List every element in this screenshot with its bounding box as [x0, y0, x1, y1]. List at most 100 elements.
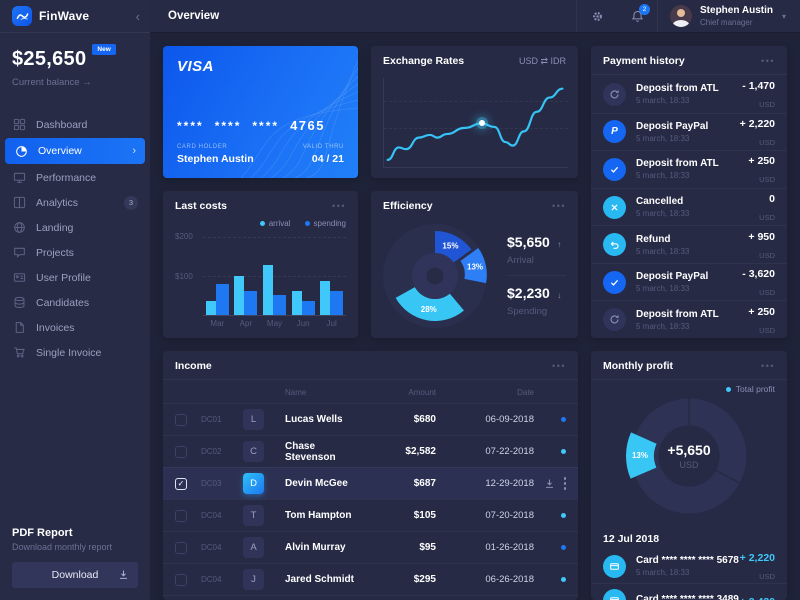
row-checkbox[interactable] — [175, 573, 187, 586]
payment-row[interactable]: Deposit from ATL 5 march, 18:33 + 250 USD — [591, 150, 787, 188]
check-icon — [603, 270, 626, 294]
bar-group-may: May — [262, 237, 286, 328]
highlight-point[interactable] — [478, 120, 485, 127]
table-row[interactable]: DC04 A Alvin Murray $95 01-26-2018 — [163, 531, 578, 563]
notifications-button[interactable]: 2 — [617, 0, 657, 32]
avatar: T — [243, 505, 264, 526]
panel-title: Payment history — [603, 55, 685, 67]
legend-dot-spending — [304, 221, 310, 226]
topbar: Overview 2 Stephen Austin Chief manager … — [150, 0, 800, 33]
bar-group-jun: Jun — [291, 237, 315, 328]
sidebar-item-projects[interactable]: Projects — [0, 240, 150, 265]
more-menu-button[interactable]: ••• — [761, 360, 775, 371]
card-transaction-row[interactable]: Card **** **** **** 3489 + 3,430 — [591, 583, 787, 600]
user-name: Stephen Austin — [700, 5, 773, 17]
arrival-label: Arrival — [507, 255, 534, 266]
card-transaction-row[interactable]: Card **** **** **** 5678 5 march, 18:33 +… — [591, 549, 787, 583]
more-menu-button[interactable]: ••• — [332, 200, 346, 211]
refund-icon — [603, 233, 626, 257]
panel-title: Income — [175, 360, 212, 372]
gridline — [203, 237, 346, 238]
currency-pair[interactable]: USD ⇄ IDR — [518, 55, 566, 66]
pdf-report-block: PDF Report Download monthly report Downl… — [12, 527, 138, 588]
panel-title: Efficiency — [383, 200, 433, 212]
performance-icon — [12, 171, 26, 185]
bar-group-mar: Mar — [205, 237, 229, 328]
sidebar-menu: Dashboard Overview › Performance Analyti… — [0, 112, 150, 365]
row-checkbox-checked[interactable] — [175, 477, 187, 490]
status-dot — [561, 513, 566, 518]
credit-card-icon — [603, 589, 626, 600]
bar-spending — [244, 290, 258, 315]
payment-row[interactable]: Cancelled 5 march, 18:33 0 USD — [591, 187, 787, 226]
bar-plot-area: Mar Apr May Jun Jul — [203, 237, 346, 328]
status-dot — [561, 545, 566, 550]
sidebar-item-user-profile[interactable]: User Profile — [0, 265, 150, 290]
download-icon — [118, 569, 129, 580]
avatar: J — [243, 569, 264, 590]
table-row[interactable]: DC01 L Lucas Wells $680 06-09-2018 — [163, 403, 578, 435]
visa-card[interactable]: VISA **** **** **** 4765 CARD HOLDER Ste… — [163, 46, 358, 178]
bar-arrival — [262, 265, 273, 315]
avatar: A — [243, 537, 264, 558]
table-row[interactable]: DC02 C Chase Stevenson $2,582 07-22-2018 — [163, 435, 578, 467]
sidebar-collapse-button[interactable]: ‹ — [135, 8, 140, 24]
table-row[interactable]: DC04 J Jared Schmidt $295 06-26-2018 — [163, 563, 578, 595]
sidebar-item-overview[interactable]: Overview › — [5, 138, 145, 164]
new-badge: New — [92, 44, 116, 55]
payment-row[interactable]: P Deposit PayPal 5 march, 18:33 + 2,220 US… — [591, 112, 787, 151]
row-checkbox[interactable] — [175, 509, 187, 522]
table-row[interactable]: DC04 T Tom Hampton $105 07-20-2018 — [163, 499, 578, 531]
x-tick-label: Mar — [210, 319, 225, 328]
more-menu-button[interactable]: ••• — [761, 55, 775, 66]
table-row-partial[interactable] — [163, 595, 578, 600]
avatar: L — [243, 409, 264, 430]
payment-row[interactable]: Deposit from ATL 5 march, 18:33 + 250 USD — [591, 300, 787, 338]
sidebar-item-landing[interactable]: Landing — [0, 215, 150, 240]
notification-count-badge: 2 — [639, 4, 651, 15]
payment-history-panel: Payment history ••• Deposit from ATL 5 ma… — [591, 46, 787, 338]
sidebar: FinWave ‹ $25,650 New Current balance → D… — [0, 0, 150, 600]
divider — [576, 0, 578, 32]
sidebar-item-performance[interactable]: Performance — [0, 165, 150, 190]
row-checkbox[interactable] — [175, 413, 187, 426]
table-row-selected[interactable]: DC03 D Devin McGee $687 12-29-2018 — [163, 467, 578, 499]
user-menu[interactable]: Stephen Austin Chief manager ▾ — [658, 0, 800, 32]
donut-segment — [460, 247, 487, 283]
more-menu-button[interactable]: ••• — [552, 360, 566, 371]
donut-segment — [626, 432, 657, 479]
user-role: Chief manager — [700, 17, 753, 27]
card-holder-name: Stephen Austin — [177, 153, 254, 165]
sidebar-item-invoices[interactable]: Invoices — [0, 315, 150, 340]
payment-row[interactable]: Deposit PayPal 5 march, 18:33 - 3,620 USD — [591, 262, 787, 301]
settings-button[interactable] — [577, 0, 617, 32]
sidebar-item-analytics[interactable]: Analytics 3 — [0, 190, 150, 215]
download-button[interactable]: Download — [12, 562, 138, 588]
sidebar-item-candidates[interactable]: Candidates — [0, 290, 150, 315]
last-costs-panel: Last costs ••• arrival spending $200 $10… — [163, 191, 358, 338]
row-checkbox[interactable] — [175, 541, 187, 554]
finwave-logo-icon — [12, 6, 32, 26]
bar-spending — [215, 283, 229, 315]
bar-arrival — [291, 290, 302, 315]
trend-down-icon: ↓ — [557, 291, 562, 300]
chevron-down-icon: ▾ — [781, 11, 786, 21]
balance-block: $25,650 New Current balance → — [0, 33, 150, 88]
invoices-icon — [12, 321, 26, 335]
paypal-icon: P — [603, 120, 626, 144]
row-download-button[interactable] — [544, 478, 555, 489]
more-menu-button[interactable]: ••• — [552, 200, 566, 211]
row-more-button[interactable] — [563, 477, 566, 490]
avatar: D — [243, 473, 264, 494]
chevron-right-icon: › — [132, 145, 136, 157]
sidebar-item-single-invoice[interactable]: Single Invoice — [0, 340, 150, 365]
logo-row: FinWave ‹ — [0, 0, 150, 33]
analytics-count-badge: 3 — [124, 195, 138, 210]
row-checkbox[interactable] — [175, 445, 187, 458]
payment-row[interactable]: Refund 5 march, 18:33 + 950 USD — [591, 225, 787, 263]
bar-group-apr: Apr — [234, 237, 258, 328]
current-balance-caption[interactable]: Current balance → — [12, 77, 92, 88]
payment-row[interactable]: Deposit from ATL 5 march, 18:33 - 1,470 US… — [591, 76, 787, 113]
sidebar-item-dashboard[interactable]: Dashboard — [0, 112, 150, 137]
gridline — [203, 276, 346, 277]
